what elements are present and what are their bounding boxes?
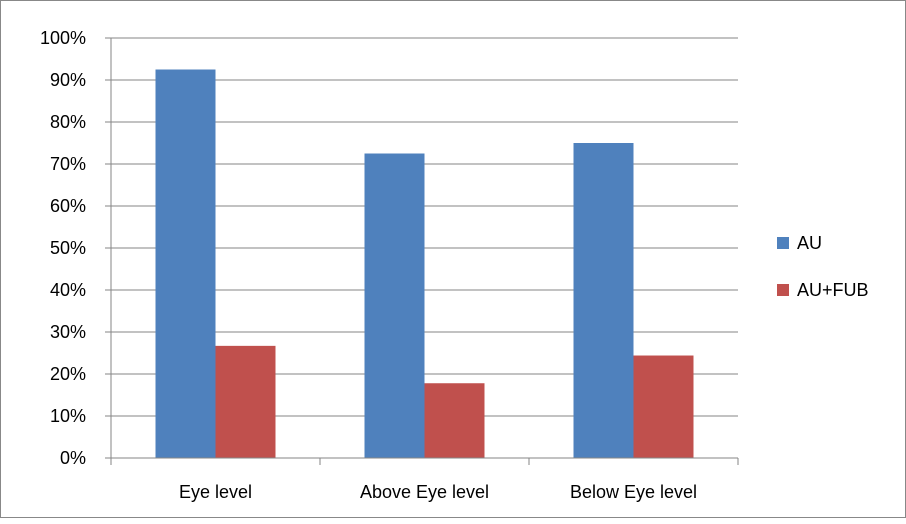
x-axis-tick-labels: Eye level Above Eye level Below Eye level [179, 482, 697, 502]
legend: AU AU+FUB [777, 233, 869, 300]
y-tick-label: 40% [50, 280, 86, 300]
y-tick-label: 70% [50, 154, 86, 174]
bars [155, 69, 694, 458]
bar-au-1 [364, 153, 425, 458]
legend-swatch [777, 284, 789, 296]
y-tick-label: 90% [50, 70, 86, 90]
legend-label: AU [797, 233, 822, 253]
bar-au-2 [573, 143, 634, 458]
x-tick-label: Eye level [179, 482, 252, 502]
y-tick-label: 30% [50, 322, 86, 342]
y-tick-label: 10% [50, 406, 86, 426]
y-axis-tick-labels: 0% 10% 20% 30% 40% 50% 60% 70% 80% 90% 100% [40, 28, 86, 468]
legend-swatch [777, 237, 789, 249]
y-tick-label: 80% [50, 112, 86, 132]
bar-au-0 [155, 69, 216, 458]
bar-au-fub-2 [633, 355, 694, 458]
legend-label: AU+FUB [797, 280, 869, 300]
axes [105, 37, 739, 465]
x-tick-label: Below Eye level [570, 482, 697, 502]
y-tick-label: 60% [50, 196, 86, 216]
y-tick-label: 20% [50, 364, 86, 384]
y-tick-label: 100% [40, 28, 86, 48]
y-tick-label: 0% [60, 448, 86, 468]
bar-au-fub-0 [215, 345, 276, 458]
bar-au-fub-1 [424, 383, 485, 458]
y-tick-label: 50% [50, 238, 86, 258]
x-tick-label: Above Eye level [360, 482, 489, 502]
